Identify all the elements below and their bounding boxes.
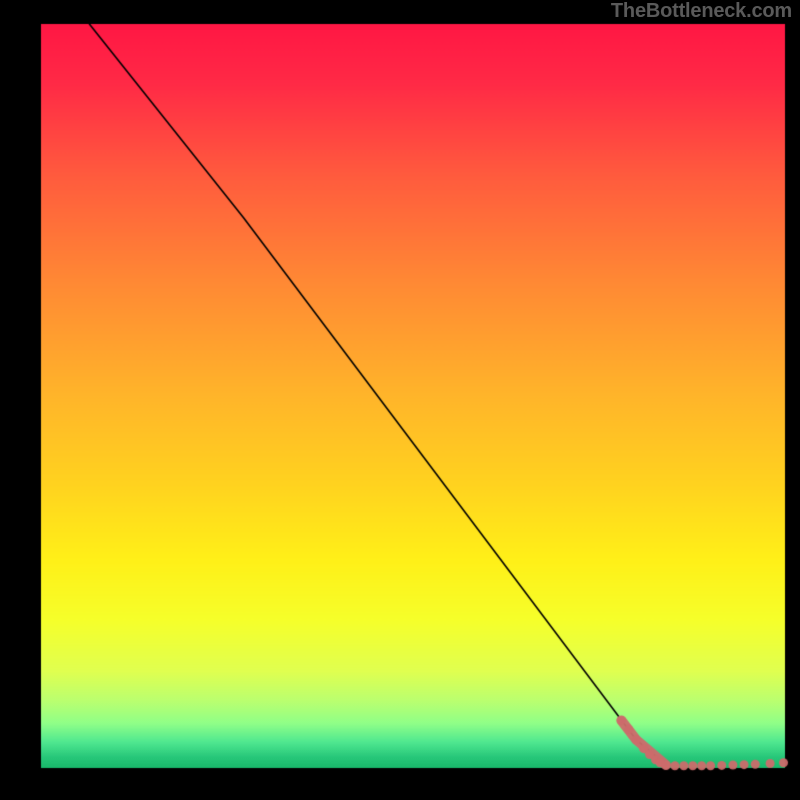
bottleneck-chart-canvas <box>0 0 800 800</box>
attribution-text: TheBottleneck.com <box>611 0 792 23</box>
